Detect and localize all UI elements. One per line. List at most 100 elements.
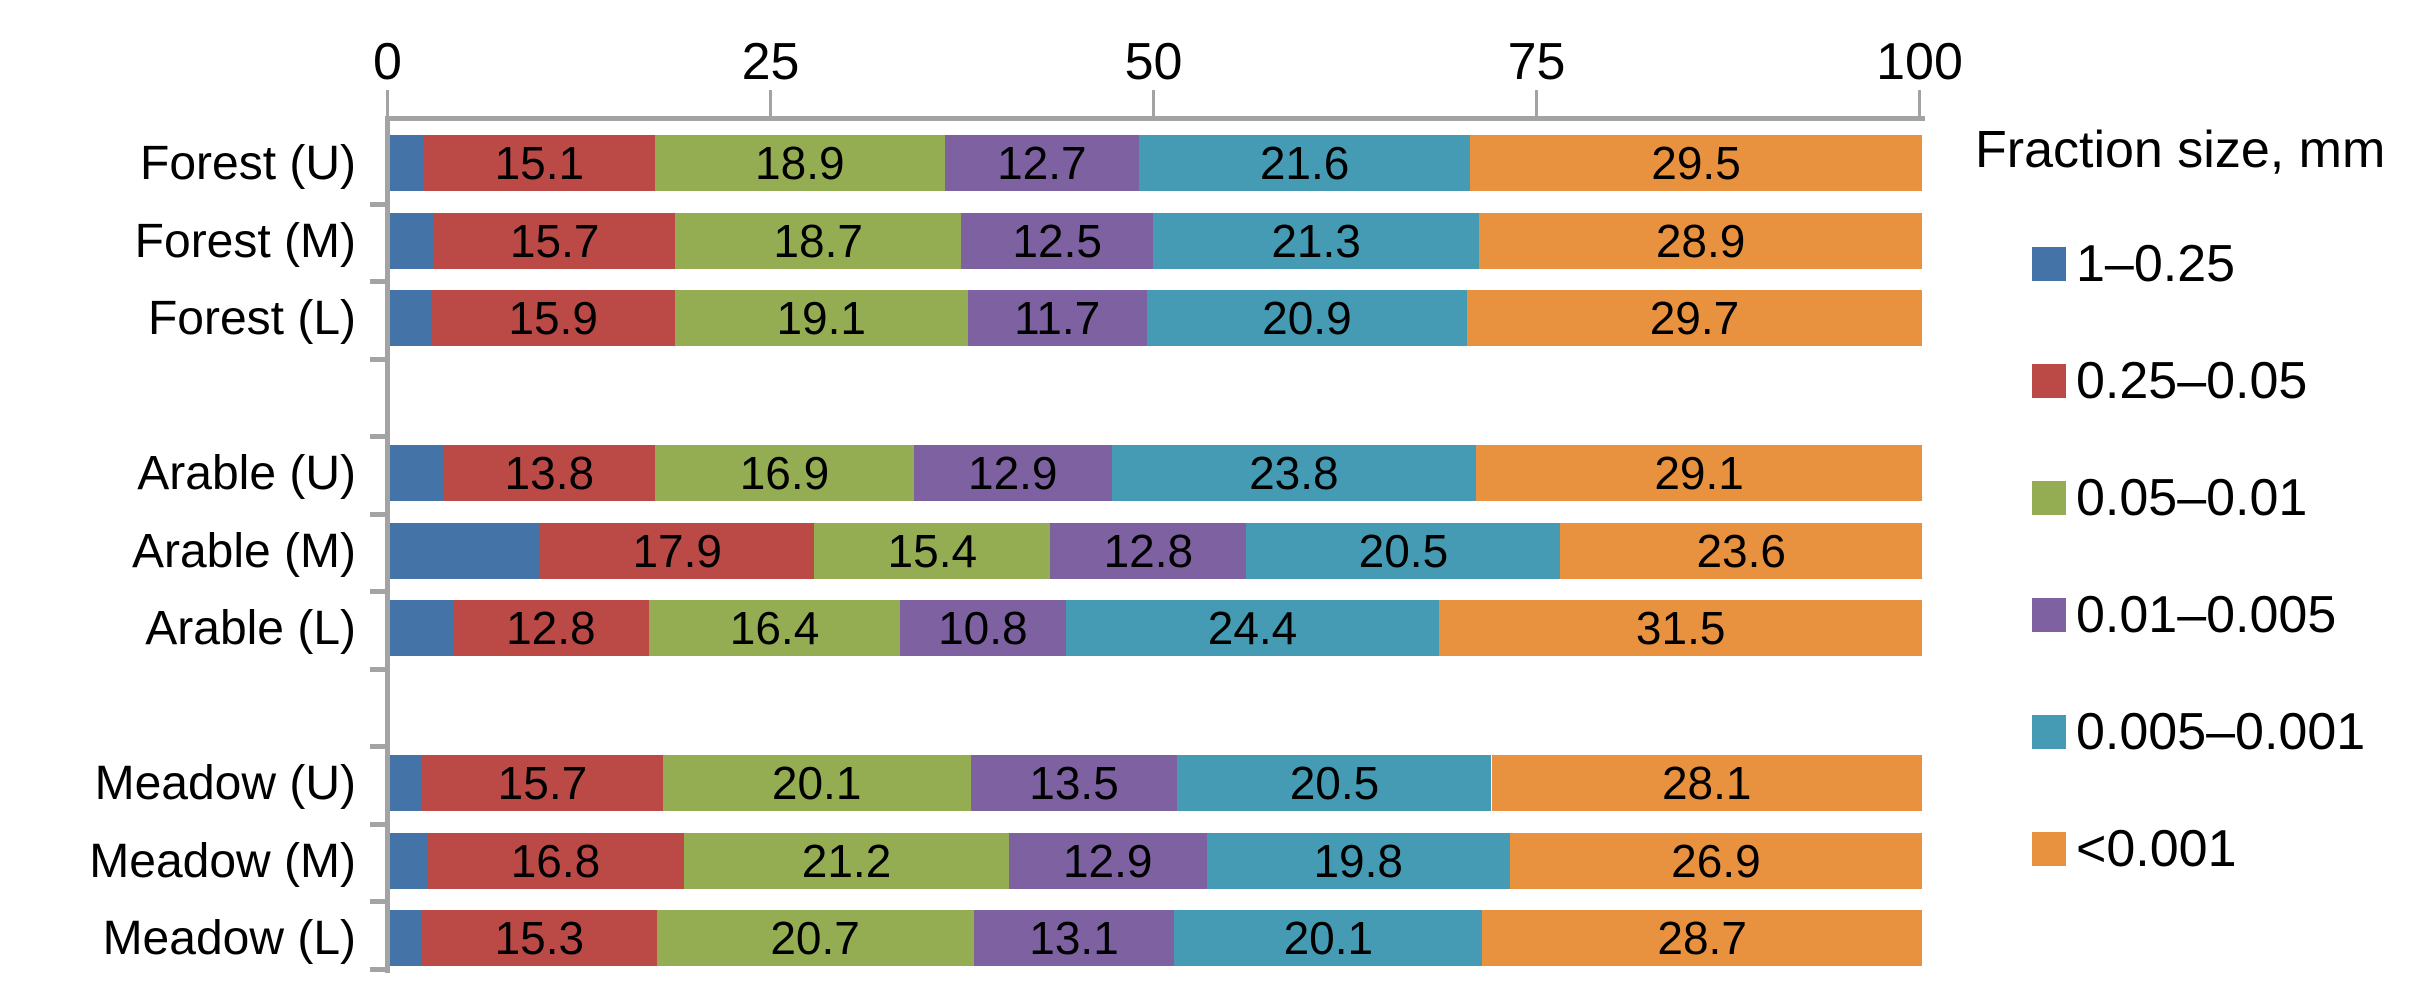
bar-segment: 23.6 (1560, 522, 1922, 579)
bar-segment: 20.1 (1174, 910, 1483, 966)
y-tick-mark (370, 356, 387, 362)
bar-row: 15.9 19.1 11.7 20.9 29.7 (390, 290, 1922, 346)
bar-segment: 29.7 (1466, 290, 1922, 346)
bar-segment (390, 910, 423, 966)
bar-segment: 13.5 (970, 755, 1178, 811)
bar-row: 12.8 16.4 10.8 24.4 31.5 (390, 600, 1922, 656)
x-tick-label: 25 (741, 33, 800, 91)
category-label: Forest (L) (147, 292, 356, 345)
y-tick-mark (370, 511, 387, 517)
bar-row: 15.3 20.7 13.1 20.1 28.7 (390, 910, 1922, 966)
bar-row: 13.8 16.9 12.9 23.8 29.1 (390, 445, 1922, 501)
legend-swatch (2032, 832, 2066, 866)
bar-segment: 20.5 (1177, 755, 1492, 811)
bar-segment: 28.9 (1479, 212, 1922, 269)
bar-segment: 20.9 (1146, 290, 1467, 346)
bar-segment: 18.9 (655, 135, 945, 191)
bar-segment: 15.3 (422, 910, 657, 966)
legend-label: 0.01–0.005 (2076, 586, 2337, 644)
x-tick-mark (769, 90, 772, 116)
bar-segment: 26.9 (1509, 832, 1922, 889)
bar-segment: 15.7 (434, 212, 675, 269)
legend-swatch (2032, 715, 2066, 749)
bar-segment (390, 212, 435, 269)
x-tick-mark (1535, 90, 1538, 116)
bar-segment (390, 135, 424, 191)
y-axis-line (385, 116, 390, 973)
bar-segment: 13.1 (973, 910, 1175, 966)
y-tick-mark (370, 279, 387, 284)
category-label: Forest (M) (134, 214, 356, 268)
bar-row: 16.8 21.2 12.9 19.8 26.9 (390, 832, 1922, 889)
bar-row: 15.7 20.1 13.5 20.5 28.1 (390, 755, 1922, 811)
bar-segment: 15.7 (422, 755, 663, 811)
legend-item: 0.005–0.001 (2032, 706, 2422, 758)
y-tick-mark (370, 666, 387, 672)
category-label: Forest (U) (140, 137, 356, 190)
y-tick-mark (370, 589, 387, 594)
x-tick-mark (386, 90, 389, 116)
y-tick-mark (370, 201, 387, 207)
bar-segment: 16.4 (648, 600, 901, 656)
y-tick-mark (370, 967, 387, 972)
bar-segment: 24.4 (1065, 600, 1440, 656)
bar-row: 17.9 15.4 12.8 20.5 23.6 (390, 522, 1922, 579)
bar-segment: 15.4 (814, 522, 1051, 579)
legend-item: 1–0.25 (2032, 238, 2422, 290)
bar-segment: 21.3 (1152, 212, 1480, 269)
bar-row: 15.1 18.9 12.7 21.6 29.5 (390, 135, 1922, 191)
bar-segment (390, 600, 453, 656)
bar-segment: 18.7 (674, 212, 962, 269)
legend-label: <0.001 (2076, 820, 2237, 878)
bar-segment: 12.9 (1008, 832, 1207, 889)
category-label: Meadow (M) (89, 834, 356, 888)
bar-segment: 15.9 (431, 290, 675, 346)
bar-segment: 17.9 (540, 522, 815, 579)
bar-segment: 12.8 (1050, 522, 1247, 579)
bar-segment (390, 290, 432, 346)
bar-segment: 12.8 (452, 600, 649, 656)
legend-swatch (2032, 247, 2066, 281)
bar-segment: 19.8 (1206, 832, 1510, 889)
bar-segment: 10.8 (900, 600, 1066, 656)
x-tick-label: 50 (1124, 33, 1183, 91)
bar-segment: 29.1 (1476, 445, 1922, 501)
legend-title: Fraction size, mm (1975, 121, 2386, 179)
x-axis-line (385, 116, 1925, 121)
bar-segment: 28.1 (1491, 755, 1922, 811)
x-tick-mark (1152, 90, 1155, 116)
bar-segment: 13.8 (443, 445, 656, 501)
x-tick-mark (1918, 90, 1921, 116)
category-label: Arable (M) (131, 524, 356, 578)
bar-segment: 12.7 (944, 135, 1140, 191)
category-label: Arable (L) (145, 602, 356, 655)
bar-segment: 19.1 (674, 290, 968, 346)
legend-label: 0.005–0.001 (2076, 703, 2366, 761)
bar-segment (390, 522, 541, 579)
bar-segment (390, 755, 423, 811)
y-tick-mark (370, 744, 387, 749)
bar-segment: 16.8 (426, 832, 685, 889)
bar-segment (390, 832, 427, 889)
legend-swatch (2032, 481, 2066, 515)
bar-segment: 12.9 (913, 445, 1112, 501)
legend-label: 1–0.25 (2076, 235, 2236, 293)
y-tick-mark (370, 821, 387, 827)
legend-item: 0.01–0.005 (2032, 589, 2422, 641)
category-label: Meadow (U) (94, 757, 356, 810)
legend-item: 0.05–0.01 (2032, 472, 2422, 524)
bar-segment: 29.5 (1470, 135, 1922, 191)
bar-segment: 20.5 (1246, 522, 1561, 579)
bar-row: 15.7 18.7 12.5 21.3 28.9 (390, 212, 1922, 269)
legend-item: 0.25–0.05 (2032, 355, 2422, 407)
bar-segment: 11.7 (967, 290, 1147, 346)
legend-item: <0.001 (2032, 823, 2422, 875)
x-tick-label: 100 (1876, 33, 1963, 91)
bar-segment: 12.5 (961, 212, 1153, 269)
bar-segment: 21.2 (684, 832, 1009, 889)
legend-swatch (2032, 364, 2066, 398)
bar-segment: 16.9 (655, 445, 914, 501)
bar-segment: 23.8 (1111, 445, 1477, 501)
bar-segment: 21.6 (1139, 135, 1471, 191)
